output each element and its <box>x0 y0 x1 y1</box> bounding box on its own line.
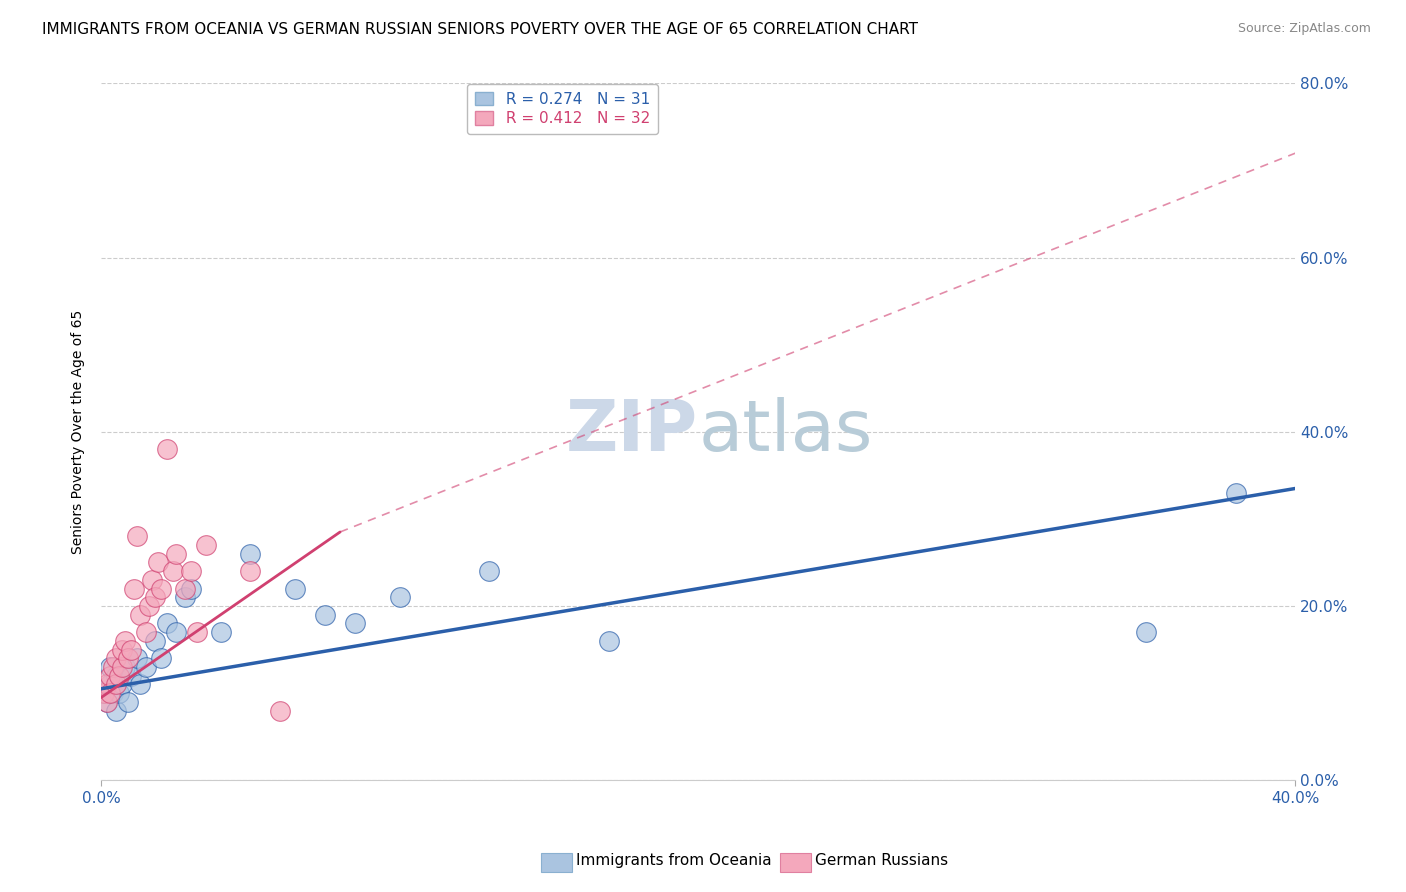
Legend:  R = 0.274   N = 31,  R = 0.412   N = 32: R = 0.274 N = 31, R = 0.412 N = 32 <box>467 84 658 134</box>
Point <box>129 607 152 622</box>
Point <box>98 686 121 700</box>
Point <box>129 677 152 691</box>
Point <box>156 616 179 631</box>
Point <box>114 633 136 648</box>
Point <box>96 695 118 709</box>
Point <box>138 599 160 613</box>
Point <box>98 677 121 691</box>
Point <box>108 669 131 683</box>
Point <box>156 442 179 457</box>
Point <box>98 660 121 674</box>
Point <box>111 660 134 674</box>
Point <box>117 651 139 665</box>
Point <box>149 651 172 665</box>
Point <box>105 651 128 665</box>
Point <box>284 582 307 596</box>
Text: IMMIGRANTS FROM OCEANIA VS GERMAN RUSSIAN SENIORS POVERTY OVER THE AGE OF 65 COR: IMMIGRANTS FROM OCEANIA VS GERMAN RUSSIA… <box>42 22 918 37</box>
Point <box>180 582 202 596</box>
Point <box>1135 625 1157 640</box>
Point <box>93 686 115 700</box>
Point <box>165 625 187 640</box>
Point <box>111 677 134 691</box>
Point <box>141 573 163 587</box>
Text: Immigrants from Oceania: Immigrants from Oceania <box>576 854 772 868</box>
Point <box>269 704 291 718</box>
Text: German Russians: German Russians <box>815 854 949 868</box>
Point <box>598 633 620 648</box>
Point <box>108 686 131 700</box>
Point <box>314 607 336 622</box>
Point <box>239 547 262 561</box>
Point <box>478 564 501 578</box>
Point <box>105 677 128 691</box>
Point <box>120 642 142 657</box>
Y-axis label: Seniors Poverty Over the Age of 65: Seniors Poverty Over the Age of 65 <box>72 310 86 554</box>
Point <box>98 669 121 683</box>
Point <box>93 686 115 700</box>
Point <box>125 529 148 543</box>
Point <box>117 695 139 709</box>
Point <box>101 660 124 674</box>
Point <box>173 591 195 605</box>
Point <box>1225 485 1247 500</box>
Point <box>105 704 128 718</box>
Point <box>122 582 145 596</box>
Point <box>96 677 118 691</box>
Point <box>96 695 118 709</box>
Point <box>209 625 232 640</box>
Point <box>114 660 136 674</box>
Point <box>135 660 157 674</box>
Point <box>186 625 208 640</box>
Point <box>165 547 187 561</box>
Point <box>135 625 157 640</box>
Text: atlas: atlas <box>699 397 873 467</box>
Point <box>239 564 262 578</box>
Point <box>146 556 169 570</box>
Text: Source: ZipAtlas.com: Source: ZipAtlas.com <box>1237 22 1371 36</box>
Point <box>343 616 366 631</box>
Point <box>180 564 202 578</box>
Point <box>120 669 142 683</box>
Point <box>194 538 217 552</box>
Point <box>125 651 148 665</box>
Point <box>143 633 166 648</box>
Point <box>388 591 411 605</box>
Point <box>143 591 166 605</box>
Point <box>173 582 195 596</box>
Text: ZIP: ZIP <box>567 397 699 467</box>
Point <box>162 564 184 578</box>
Point <box>111 642 134 657</box>
Point <box>149 582 172 596</box>
Point <box>101 686 124 700</box>
Point <box>105 669 128 683</box>
